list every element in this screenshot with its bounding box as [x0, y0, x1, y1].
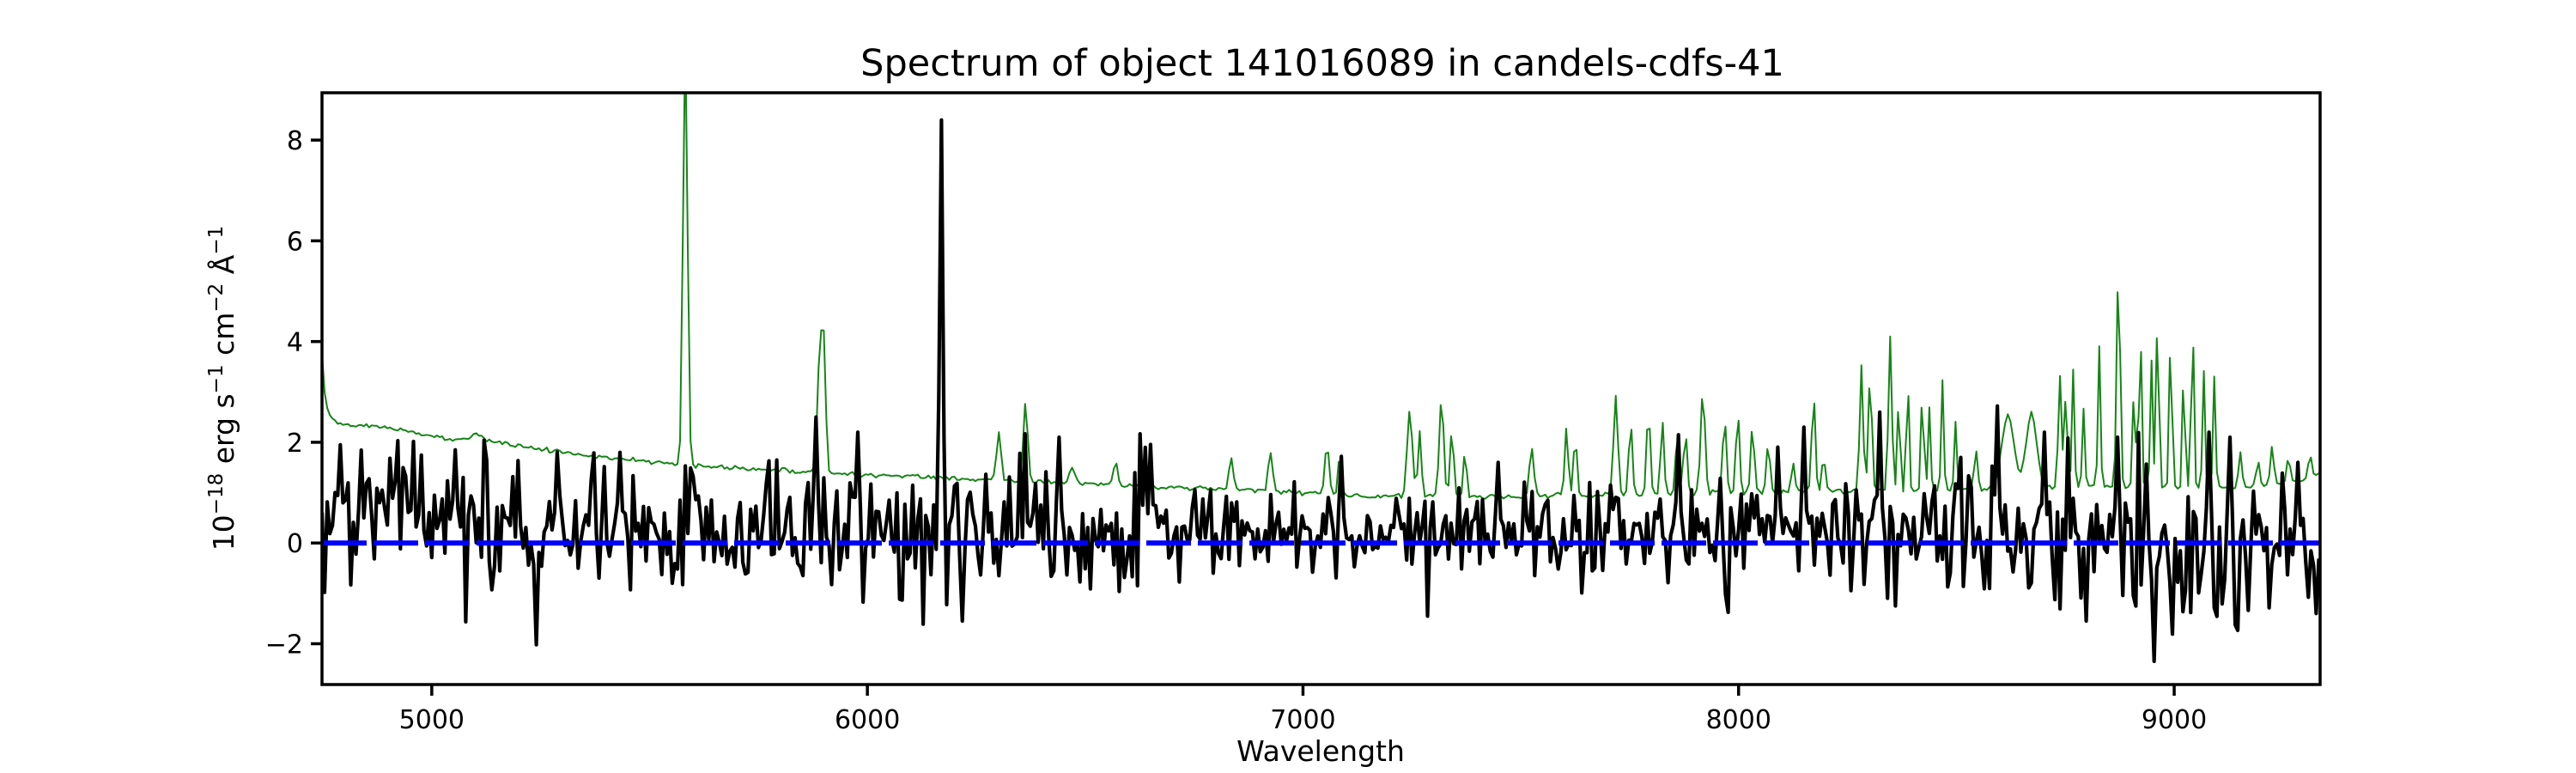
- plot-border: [320, 91, 2322, 686]
- x-tick-label: 8000: [1706, 705, 1771, 735]
- y-tick-label: 8: [287, 126, 303, 156]
- x-tick-label: 5000: [399, 705, 465, 735]
- y-tick-label: 0: [287, 529, 303, 559]
- x-axis-label: Wavelength: [1236, 734, 1405, 768]
- y-tick-label: 6: [287, 227, 303, 257]
- axes-layer: 5000 6000 7000 8000 9000 −2 0 2 4 6 8: [265, 126, 2207, 735]
- noise-spectrum-line: [322, 93, 2320, 500]
- y-axis-label: 10−18 erg s−1 cm−2 Å−1: [205, 226, 240, 551]
- plot-series-layer: [322, 93, 2320, 664]
- y-tick-label: −2: [265, 630, 303, 660]
- y-tick-label: 4: [287, 328, 303, 358]
- x-tick-label: 6000: [835, 705, 900, 735]
- flux-spectrum-line: [322, 118, 2320, 664]
- y-tick-label: 2: [287, 429, 303, 459]
- chart-title: Spectrum of object 141016089 in candels-…: [860, 42, 1784, 85]
- x-tick-label: 9000: [2142, 705, 2207, 735]
- x-tick-label: 7000: [1270, 705, 1335, 735]
